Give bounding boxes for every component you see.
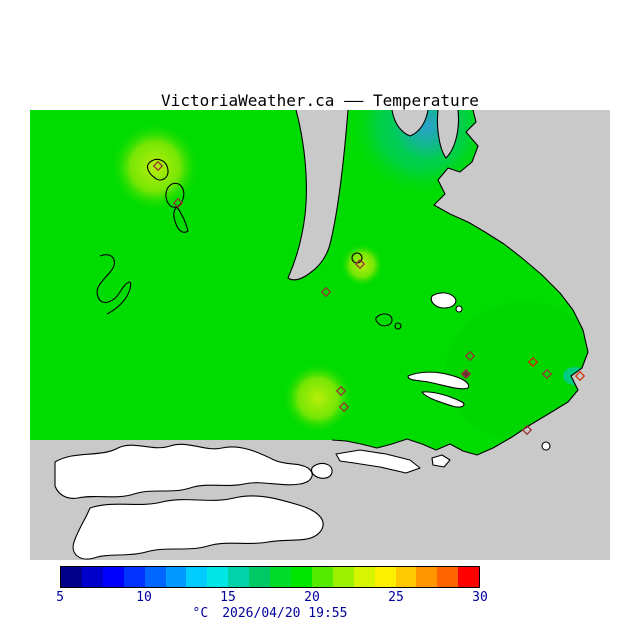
colorbar xyxy=(60,566,480,588)
station-marker xyxy=(354,258,366,270)
colorbar-segment xyxy=(81,567,103,587)
colorbar-tick-label: 10 xyxy=(136,590,152,605)
temperature-map xyxy=(30,110,610,560)
station-marker xyxy=(460,368,472,380)
station-marker xyxy=(338,401,350,413)
colorbar-segment xyxy=(207,567,229,587)
colorbar-segment xyxy=(332,567,354,587)
station-marker xyxy=(521,424,533,436)
colorbar-segment xyxy=(165,567,187,587)
colorbar-segment xyxy=(290,567,312,587)
colorbar-tick-label: 20 xyxy=(304,590,320,605)
colorbar-segment xyxy=(144,567,166,587)
warm-anomaly xyxy=(340,243,384,287)
map-canvas xyxy=(30,110,589,560)
station-marker xyxy=(172,197,184,209)
colorbar-segment xyxy=(437,567,459,587)
station-marker xyxy=(464,350,476,362)
colorbar-segment xyxy=(353,567,375,587)
colorbar-segment xyxy=(102,567,124,587)
colorbar-segment xyxy=(270,567,291,587)
coastline-paths xyxy=(96,110,589,456)
station-marker xyxy=(320,286,332,298)
colorbar-segment xyxy=(395,567,417,587)
land-islands xyxy=(54,292,551,560)
colorbar-segment xyxy=(123,567,145,587)
warm-anomaly xyxy=(282,362,354,434)
station-marker xyxy=(335,385,347,397)
datetime-label: 2026/04/20 19:55 xyxy=(222,606,348,621)
station-marker xyxy=(574,370,586,382)
colorbar-segment xyxy=(61,567,82,587)
colorbar-segment xyxy=(374,567,396,587)
colorbar-segment xyxy=(311,567,333,587)
station-markers xyxy=(152,160,586,436)
colorbar-caption: °C 2026/04/20 19:55 xyxy=(60,606,480,621)
units-label: °C xyxy=(192,606,209,621)
colorbar-tick-label: 15 xyxy=(220,590,236,605)
colorbar-tick-label: 25 xyxy=(388,590,404,605)
colorbar-segment xyxy=(416,567,438,587)
colorbar-tick-label: 30 xyxy=(472,590,488,605)
colorbar-segment xyxy=(228,567,250,587)
colorbar-ticks: 5 10 15 20 25 30 xyxy=(56,590,488,605)
station-marker xyxy=(152,160,164,172)
colorbar-segment xyxy=(186,567,208,587)
map-title: VictoriaWeather.ca —— Temperature xyxy=(161,91,479,110)
colorbar-tick-label: 5 xyxy=(56,590,64,605)
colorbar-segment xyxy=(458,567,480,587)
colorbar-segment xyxy=(249,567,271,587)
station-marker xyxy=(541,368,553,380)
station-marker xyxy=(527,356,539,368)
